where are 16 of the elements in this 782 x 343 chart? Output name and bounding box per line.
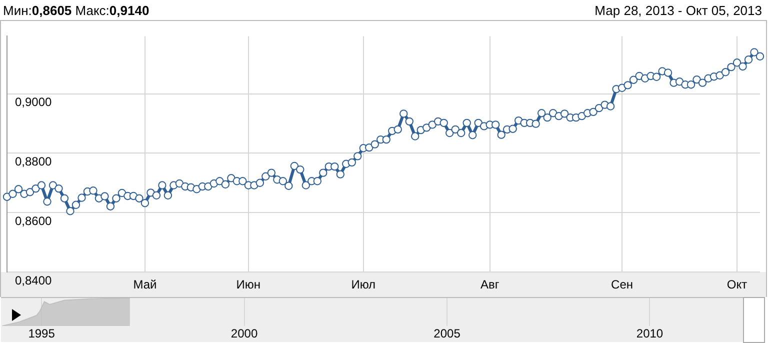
x-tick-label: Сен [611,278,634,292]
y-tick-label: 0,8800 [15,154,52,169]
x-tick-label: 2000 [230,326,258,341]
x-tick-label: Июн [236,278,261,292]
x-tick-label: Июл [351,278,376,292]
x-tick-label: Авг [480,278,500,292]
y-tick-label: 0,9000 [15,95,52,110]
x-tick-label: Окт [726,278,748,292]
x-tick-label: 1995 [28,326,56,341]
y-tick-label: 0,8400 [15,273,52,288]
chart-title: Мин:0,8605 Макс:0,9140 [3,2,150,18]
y-tick-label: 0,8600 [15,214,52,228]
x-tick-label: 2010 [636,326,664,341]
x-tick-label: Май [133,278,157,292]
chart-subtitle: Мар 28, 2013 - Окт 05, 2013 [594,2,762,18]
x-tick-label: 2005 [434,326,461,341]
